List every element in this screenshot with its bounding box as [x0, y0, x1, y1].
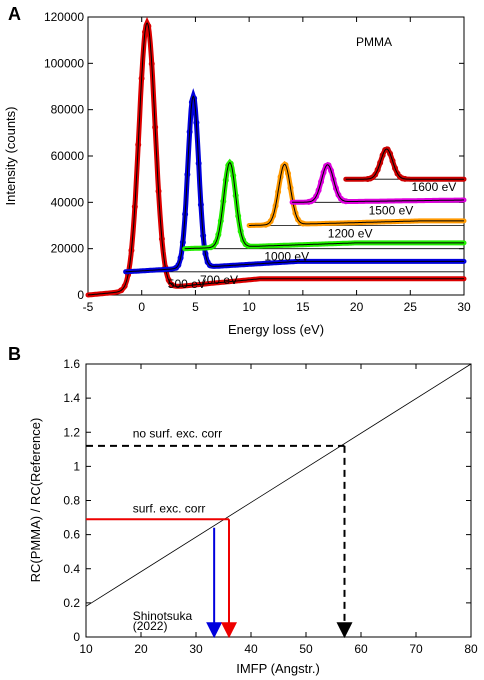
- series-label: 1500 eV: [369, 203, 414, 217]
- x-tick-label: 40: [244, 642, 258, 656]
- x-tick-label: 20: [350, 300, 364, 314]
- y-tick-label: 1.6: [63, 357, 80, 371]
- fit-line: [345, 148, 464, 180]
- x-tick-label: 25: [404, 300, 418, 314]
- x-tick-label: 60: [354, 642, 368, 656]
- x-tick-label: 0: [138, 300, 145, 314]
- panel-b-ticks: 10 20 30 40 50 60 70 80 0 0.2 0.4 0.6 0.8 1 1.2 1.4 1.6: [63, 357, 478, 656]
- y-tick-label: 80000: [51, 103, 85, 117]
- x-tick-label: 30: [189, 642, 203, 656]
- series-data-band: [343, 146, 467, 182]
- series-label: 1600 eV: [412, 180, 457, 194]
- imfp-ratio-line: [85, 363, 472, 607]
- panel-a-ticks: -5 0 5 10 15 20 25 3002000040000600008000010000…: [44, 10, 471, 314]
- series-label: 1000 eV: [264, 250, 309, 264]
- y-tick-label: 120000: [44, 10, 84, 24]
- series-1500-ev: 1500 eV: [289, 161, 467, 217]
- y-tick-label: 0.4: [63, 562, 80, 576]
- y-tick-label: 0.6: [63, 528, 80, 542]
- series-1000-ev: 1000 eV: [182, 158, 467, 264]
- y-tick-label: 100000: [44, 56, 84, 70]
- series-label: 700 eV: [200, 273, 238, 287]
- x-tick-label: 50: [299, 642, 313, 656]
- fit-line: [249, 163, 464, 226]
- series-1200-ev: 1200 eV: [246, 160, 467, 241]
- pmma-annotation: PMMA: [356, 35, 392, 49]
- x-tick-label: 10: [242, 300, 256, 314]
- panel-a-label: A: [8, 4, 21, 24]
- fit-line: [87, 22, 464, 296]
- annotation-2: Shinotsuka: [133, 609, 193, 623]
- fit-line: [184, 161, 464, 250]
- fit-line: [292, 164, 464, 203]
- annotation-3: (2022): [133, 619, 168, 633]
- panel-b-y-axis-label: RC(PMMA) / RC(Reference): [28, 418, 43, 583]
- x-tick-label: 70: [409, 642, 423, 656]
- annotation-0: no surf. exc. corr: [133, 426, 222, 440]
- y-tick-label: 20000: [51, 242, 85, 256]
- fit-line: [125, 95, 464, 273]
- annotation-1: surf. exc. corr: [133, 501, 206, 515]
- y-tick-label: 60000: [51, 149, 85, 163]
- panel-b: B 10 20 30 40 50 60 70 80 0 0.2 0.4 0.6 0.8 1 1.2 1.4 1.…: [8, 344, 478, 676]
- y-tick-label: 0.8: [63, 494, 80, 508]
- series-700-ev: 700 eV: [123, 88, 467, 287]
- x-tick-label: 30: [457, 300, 471, 314]
- y-tick-label: 0.2: [63, 596, 80, 610]
- x-tick-label: 10: [79, 642, 93, 656]
- y-tick-label: 0: [77, 288, 84, 302]
- series-500-ev: 500 eV: [85, 17, 467, 298]
- y-tick-label: 1.4: [63, 391, 80, 405]
- panel-a-x-axis-label: Energy loss (eV): [228, 322, 324, 337]
- y-tick-label: 1.2: [63, 425, 80, 439]
- panel-b-plot: no surf. exc. corr surf. exc. corr Shinots…: [85, 363, 472, 639]
- x-tick-label: 80: [464, 642, 478, 656]
- panel-a-y-axis-label: Intensity (counts): [3, 107, 18, 206]
- series-label: 500 eV: [168, 277, 206, 291]
- x-tick-label: -5: [83, 300, 94, 314]
- series-label: 1200 eV: [328, 227, 373, 241]
- x-tick-label: 20: [134, 642, 148, 656]
- panel-b-label: B: [8, 344, 21, 364]
- y-tick-label: 0: [73, 630, 80, 644]
- panel-b-x-axis-label: IMFP (Angstr.): [236, 661, 320, 676]
- x-tick-label: 5: [192, 300, 199, 314]
- y-tick-label: 1: [73, 459, 80, 473]
- panel-a: A -5 0 5 10 15 20 25 30020000400006000080000100…: [3, 4, 471, 337]
- x-tick-label: 15: [296, 300, 310, 314]
- series-1600-ev: 1600 eV: [343, 146, 467, 194]
- y-tick-label: 40000: [51, 195, 85, 209]
